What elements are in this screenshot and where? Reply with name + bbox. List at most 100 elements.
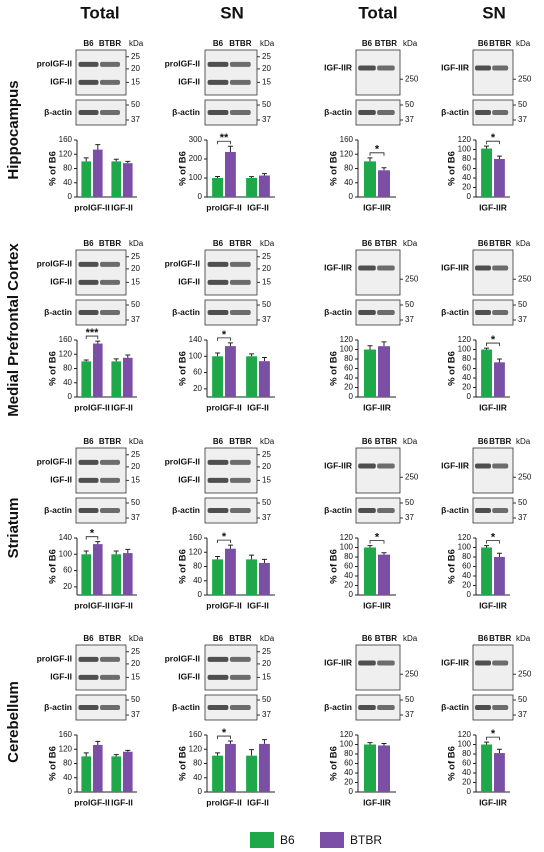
bar (378, 170, 390, 197)
marker-label: 25 (262, 252, 271, 261)
error-bar (381, 743, 387, 746)
marker-label: 250 (405, 669, 419, 678)
significance-bracket (486, 736, 500, 741)
bar (259, 175, 270, 197)
y-tick-label: 60 (462, 164, 471, 173)
band (229, 310, 251, 315)
blot-box (75, 249, 127, 296)
marker-label: 37 (405, 710, 414, 719)
y-tick-label: 100 (59, 549, 73, 558)
column-title: SN (482, 3, 506, 22)
band (492, 705, 509, 710)
row-title: Striatum (5, 498, 22, 559)
band (207, 705, 229, 710)
band (492, 65, 509, 71)
band-label: β-actin (324, 505, 352, 515)
band (358, 660, 376, 666)
bar (378, 745, 390, 792)
y-tick-label: 120 (458, 533, 472, 542)
x-tick-label: IGF-II (111, 402, 133, 412)
y-tick-label: 40 (63, 178, 72, 187)
y-axis-label: % of B6 (447, 351, 458, 386)
marker-label: 15 (262, 476, 271, 485)
marker-label: 250 (518, 669, 532, 678)
y-tick-label: 60 (63, 566, 72, 575)
y-axis-label: % of B6 (329, 151, 340, 186)
band (492, 508, 509, 513)
y-tick-label: 80 (462, 552, 471, 561)
y-tick-label: 80 (344, 552, 353, 561)
y-tick-label: 160 (340, 135, 354, 144)
marker-label: 37 (131, 315, 140, 324)
y-tick-label: 20 (344, 778, 353, 787)
significance-label: * (222, 531, 227, 543)
error-bar (381, 552, 387, 555)
blot-box (355, 644, 401, 691)
band (78, 279, 99, 285)
significance-label: * (491, 132, 496, 144)
marker-label: 250 (405, 274, 419, 283)
band-label: β-actin (172, 505, 200, 515)
bar (481, 547, 492, 595)
x-tick-label: IGF-IIR (479, 202, 507, 212)
marker-label: 25 (262, 52, 271, 61)
y-tick-label: 100 (189, 173, 203, 182)
band (78, 79, 99, 85)
error-bar (496, 552, 502, 557)
marker-label: 20 (131, 659, 140, 668)
lane-label: B6 (478, 39, 489, 48)
band-label: IGF-IIR (324, 62, 352, 72)
marker-label: 25 (131, 450, 140, 459)
y-axis-label: % of B6 (447, 746, 458, 781)
y-tick-label: 160 (189, 533, 203, 542)
significance-label: * (375, 144, 380, 156)
band (475, 265, 491, 271)
x-tick-label: IGF-II (111, 600, 133, 610)
y-tick-label: 20 (462, 581, 471, 590)
band (100, 79, 120, 85)
x-tick-label: IGF-II (111, 797, 133, 807)
bar (212, 755, 223, 792)
lane-label: B6 (83, 239, 94, 248)
x-tick-label: proIGF-II (206, 402, 241, 412)
marker-label: 25 (131, 647, 140, 656)
unit-label: kDa (516, 39, 531, 48)
significance-bracket (217, 735, 231, 740)
lane-label: B6 (362, 239, 373, 248)
marker-label: 15 (131, 476, 140, 485)
y-tick-label: 60 (462, 364, 471, 373)
error-bar (215, 752, 221, 756)
y-tick-label: 100 (458, 145, 472, 154)
band-label: proIGF-II (165, 59, 200, 69)
band (492, 310, 509, 315)
y-tick-label: 60 (462, 759, 471, 768)
error-bar (381, 341, 387, 347)
y-tick-label: 80 (462, 749, 471, 758)
band-label: β-actin (44, 107, 72, 117)
lane-label: BTBR (375, 239, 397, 248)
band (100, 279, 120, 285)
error-bar (113, 358, 119, 362)
marker-label: 37 (518, 315, 527, 324)
row-title: Medial Prefrontal Cortex (5, 243, 22, 417)
error-bar (496, 358, 502, 363)
unit-label: kDa (516, 437, 531, 446)
x-tick-label: IGF-IIR (479, 402, 507, 412)
band (358, 705, 376, 710)
marker-label: 15 (262, 673, 271, 682)
error-bar (215, 352, 221, 357)
blot-box (355, 49, 401, 96)
band (229, 79, 251, 85)
band-label: proIGF-II (37, 259, 72, 269)
significance-bracket (217, 337, 231, 341)
x-tick-label: IGF-IIR (363, 600, 391, 610)
band (78, 705, 99, 710)
marker-label: 250 (405, 74, 419, 83)
band-label: proIGF-II (37, 59, 72, 69)
significance-label: * (222, 329, 227, 341)
lane-label: BTBR (99, 634, 121, 643)
band (100, 310, 120, 315)
y-tick-label: 100 (189, 351, 203, 360)
bar (246, 559, 257, 595)
significance-bracket (85, 335, 99, 340)
